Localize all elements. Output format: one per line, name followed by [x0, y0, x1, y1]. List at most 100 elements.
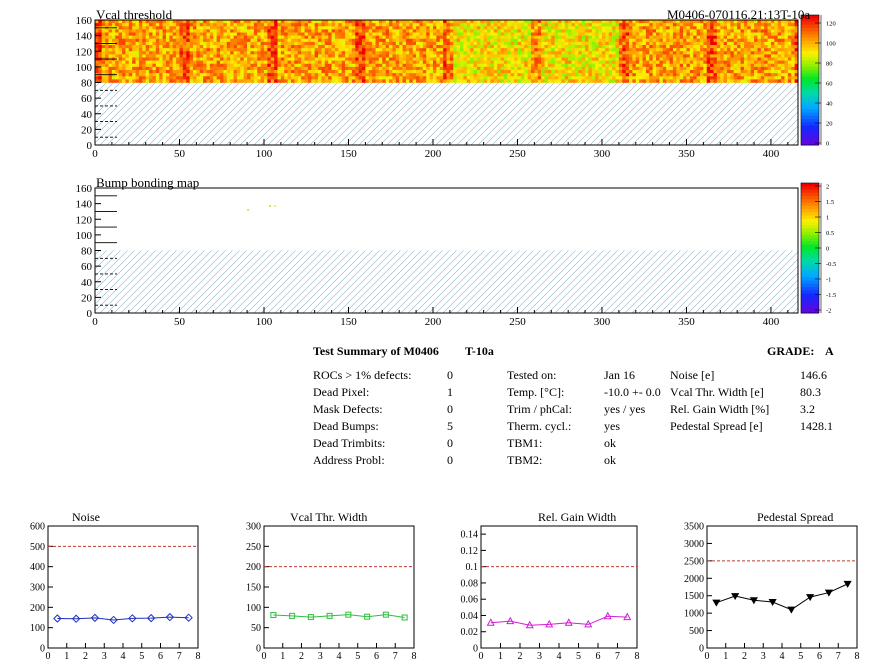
y-tick-label: 0.08: [461, 578, 479, 589]
x-tick-label: 3: [761, 651, 766, 662]
summary-value: 0: [447, 368, 453, 382]
x-tick-label: 100: [256, 148, 273, 160]
summary-title: Test Summary of M0406: [313, 344, 439, 358]
x-tick-label: 5: [355, 651, 360, 662]
y-tick-label: 0: [256, 644, 261, 655]
y-tick-label: 60: [81, 261, 93, 273]
summary-value: -10.0 +- 0.0: [604, 385, 661, 399]
data-point: [270, 612, 277, 619]
series-line: [273, 614, 405, 618]
data-point: [806, 594, 815, 602]
summary-label: Dead Bumps:: [313, 419, 379, 433]
y-tick-label: 0: [473, 644, 478, 655]
y-tick-label: 200: [246, 562, 261, 573]
chart-frame: [47, 525, 199, 649]
summary-value: 80.3: [800, 385, 821, 399]
summary-value: 1: [447, 385, 453, 399]
x-tick-label: 4: [780, 651, 785, 662]
summary-value: Jan 16: [604, 368, 635, 382]
heatmap-cells: [95, 20, 799, 83]
x-tick-label: 350: [678, 148, 695, 160]
y-tick-label: 50: [251, 623, 261, 634]
x-tick-label: 200: [425, 316, 442, 328]
grade-value: A: [825, 344, 834, 358]
x-tick-label: 7: [393, 651, 398, 662]
data-point: [843, 580, 852, 588]
y-tick-label: 300: [30, 583, 45, 594]
chart-title: Noise: [72, 510, 100, 524]
palette-tick-label: 1: [826, 215, 829, 222]
y-tick-label: 500: [689, 626, 704, 637]
y-tick-label: 150: [246, 583, 261, 594]
y-tick-label: 1500: [684, 591, 704, 602]
data-point: [401, 614, 408, 621]
grade-label: GRADE:: [767, 344, 815, 358]
y-tick-label: 400: [30, 562, 45, 573]
summary-value: 146.6: [800, 368, 827, 382]
chart-frame: [480, 525, 638, 649]
y-tick-label: 2000: [684, 574, 704, 585]
data-point: [623, 612, 632, 621]
summary-label: Address Probl:: [313, 453, 385, 467]
data-point: [603, 611, 612, 620]
summary-temperature: T-10a: [465, 344, 494, 358]
palette-tick-label: 40: [826, 101, 833, 108]
data-point: [382, 611, 389, 618]
summary-label: Vcal Thr. Width [e]: [670, 385, 764, 399]
y-tick-label: 100: [246, 603, 261, 614]
summary-label: Dead Trimbits:: [313, 436, 386, 450]
vcal-threshold-map: 0 50 100 150 200 250 300 350 4000204060801001201…: [76, 14, 836, 160]
x-tick-label: 300: [594, 316, 611, 328]
data-point: [184, 613, 193, 622]
y-tick-label: 2500: [684, 556, 704, 567]
x-tick-label: 0: [46, 651, 51, 662]
data-point: [584, 619, 593, 628]
x-tick-label: 5: [139, 651, 144, 662]
y-tick-label: 0: [40, 644, 45, 655]
x-tick-label: 8: [635, 651, 640, 662]
bump-defect-pixel: [269, 205, 272, 207]
y-tick-label: 0.02: [461, 627, 479, 638]
summary-value: 3.2: [800, 402, 815, 416]
data-point: [749, 597, 758, 605]
y-tick-label: 160: [76, 15, 93, 27]
x-tick-label: 400: [763, 148, 780, 160]
y-tick-label: 40: [81, 109, 93, 121]
summary-value: yes / yes: [604, 402, 646, 416]
x-tick-label: 1: [498, 651, 503, 662]
data-point: [824, 589, 833, 597]
y-tick-label: 100: [30, 623, 45, 634]
summary-chart-3: Rel. Gain Width 0 0.02 0.04 0.06 0.08 0.1 0.12 0…: [461, 510, 640, 662]
y-tick-label: 140: [76, 31, 93, 43]
summary-label: Pedestal Spread [e]: [670, 419, 763, 433]
data-point: [71, 614, 81, 623]
palette-tick-label: -2: [826, 308, 831, 315]
data-point: [128, 614, 137, 623]
x-tick-label: 0: [705, 651, 710, 662]
series-line: [490, 615, 628, 626]
bump-bonding-map: 0 50 100 150 200 250 300 350 4000204060801001201…: [76, 182, 836, 328]
y-tick-label: 100: [76, 62, 93, 74]
data-point: [506, 616, 515, 625]
series-line: [716, 583, 848, 611]
y-tick-label: 20: [81, 124, 93, 136]
x-tick-label: 300: [594, 148, 611, 160]
summary-value: 1428.1: [800, 419, 833, 433]
summary-label: TBM2:: [507, 453, 543, 467]
unfilled-region-hatch: [95, 250, 798, 313]
palette-frame: [800, 14, 820, 146]
x-tick-label: 2: [299, 651, 304, 662]
x-tick-label: 7: [836, 651, 841, 662]
summary-label: Temp. [°C]:: [507, 385, 565, 399]
data-point: [109, 615, 118, 625]
x-tick-label: 4: [121, 651, 126, 662]
y-tick-label: 0.1: [466, 562, 479, 573]
x-tick-label: 4: [557, 651, 562, 662]
y-tick-label: 20: [81, 292, 93, 304]
x-tick-label: 2: [742, 651, 747, 662]
palette-tick-label: 0.5: [826, 230, 834, 237]
x-tick-label: 2: [518, 651, 523, 662]
x-tick-label: 50: [174, 148, 186, 160]
